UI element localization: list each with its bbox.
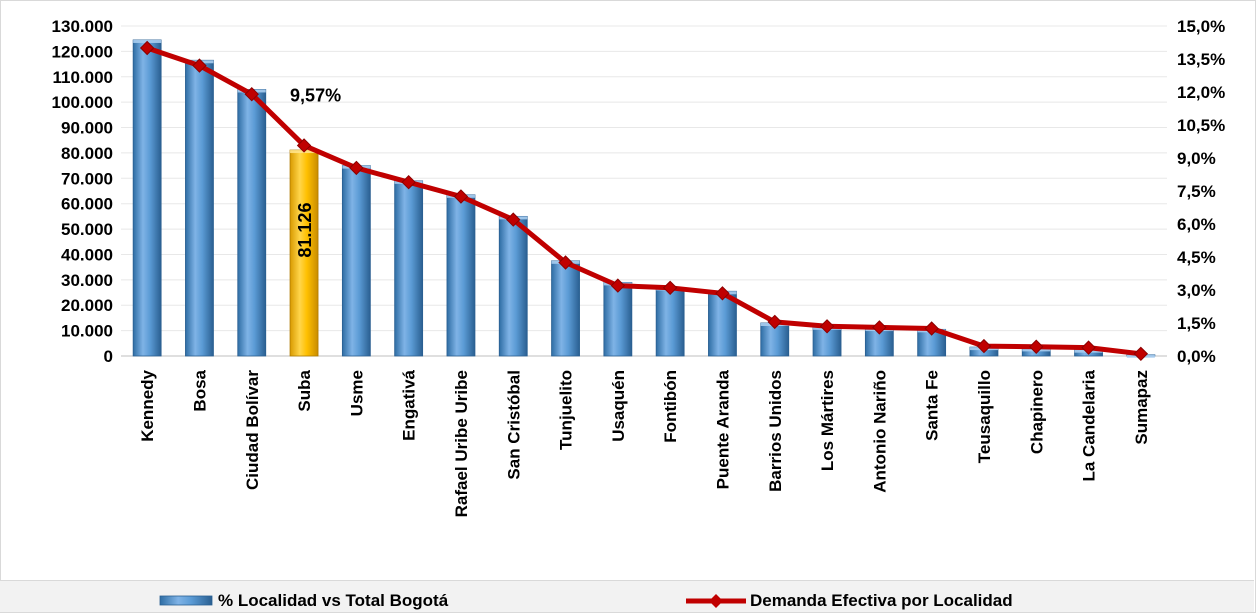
line-marker <box>1081 340 1096 355</box>
line-marker <box>924 321 939 336</box>
bar-series <box>132 39 1156 358</box>
line-marker <box>244 86 259 102</box>
bar <box>237 89 267 357</box>
right-tick-label: 4,5% <box>1177 248 1216 267</box>
line-marker <box>139 40 155 56</box>
category-label: Tunjuelito <box>557 370 576 450</box>
bar <box>341 165 371 357</box>
left-tick-label: 50.000 <box>61 220 113 239</box>
annotations: 81.126 9,57% <box>290 85 341 257</box>
bar <box>603 281 633 357</box>
line-marker <box>976 338 992 354</box>
bar-data-label: 81.126 <box>295 203 315 258</box>
line-marker <box>767 314 782 330</box>
line-marker <box>401 174 416 190</box>
category-label: La Candelaria <box>1080 369 1099 481</box>
left-tick-label: 20.000 <box>61 296 113 315</box>
line-marker <box>453 189 469 204</box>
left-tick-label: 0 <box>104 347 113 366</box>
left-tick-label: 10.000 <box>61 322 113 341</box>
line-marker <box>715 286 730 301</box>
legend-line-marker <box>709 594 723 608</box>
category-axis: Kennedy Bosa Ciudad Bolívar Suba Usme Engativ… <box>138 369 1151 517</box>
line-marker <box>872 320 887 335</box>
line-marker <box>610 278 626 293</box>
left-axis: 0 10.000 20.000 30.000 40.000 50.000 60.000 70.… <box>52 17 113 366</box>
left-tick-label: 80.000 <box>61 144 113 163</box>
right-tick-label: 9,0% <box>1177 149 1216 168</box>
category-label: Barrios Unidos <box>766 370 785 492</box>
bar <box>132 39 162 357</box>
category-label: Usme <box>347 370 366 416</box>
category-label: Santa Fe <box>923 370 942 441</box>
legend-bar-label: % Localidad vs Total Bogotá <box>218 591 449 610</box>
category-label: Usaquén <box>609 370 628 442</box>
legend-line-label: Demanda Efectiva por Localidad <box>750 591 1013 610</box>
line-data-label: 9,57% <box>290 85 341 105</box>
category-label: Suba <box>295 369 314 411</box>
bar <box>551 260 580 357</box>
bar <box>394 180 424 357</box>
category-label: San Cristóbal <box>504 370 523 480</box>
left-tick-label: 110.000 <box>52 68 113 87</box>
gridlines <box>121 25 1167 357</box>
right-tick-label: 0,0% <box>1177 347 1216 366</box>
left-tick-label: 70.000 <box>61 169 113 188</box>
right-tick-label: 15,0% <box>1177 17 1225 36</box>
right-tick-label: 12,0% <box>1177 83 1225 102</box>
line-marker <box>1029 339 1044 354</box>
line-marker <box>349 160 364 176</box>
right-tick-label: 3,0% <box>1177 281 1216 300</box>
category-label: Rafael Uribe Uribe <box>452 370 471 517</box>
line-marker <box>662 280 678 296</box>
left-tick-label: 100.000 <box>52 93 113 112</box>
legend-bar-swatch <box>159 595 213 606</box>
category-label: Chapinero <box>1027 370 1046 454</box>
category-label: Ciudad Bolívar <box>243 370 262 490</box>
category-label: Engativá <box>400 369 419 440</box>
line-marker <box>192 58 207 73</box>
line-path <box>146 45 1142 357</box>
line-marker <box>506 212 521 227</box>
line-series <box>139 40 1149 362</box>
line-marker <box>819 319 835 334</box>
right-tick-label: 1,5% <box>1177 314 1216 333</box>
right-axis: 0,0% 1,5% 3,0% 4,5% 6,0% 7,5% 9,0% 10,5% 12,0% 13… <box>1177 17 1225 366</box>
bar <box>498 215 528 357</box>
line-marker <box>296 138 312 153</box>
category-label: Kennedy <box>138 369 157 441</box>
right-tick-label: 7,5% <box>1177 182 1216 201</box>
bar <box>655 287 685 357</box>
category-label: Sumapaz <box>1132 370 1151 445</box>
line-marker <box>558 255 573 270</box>
right-tick-label: 10,5% <box>1177 116 1225 135</box>
category-label: Puente Aranda <box>713 369 732 489</box>
category-label: Antonio Nariño <box>870 370 889 493</box>
left-tick-label: 120.000 <box>52 42 113 61</box>
category-label: Fontibón <box>661 370 680 443</box>
bar <box>708 290 737 357</box>
bar <box>289 149 319 357</box>
legend: % Localidad vs Total Bogotá Demanda Efect… <box>159 591 1013 610</box>
category-label: Bosa <box>190 369 209 411</box>
line-marker <box>1133 346 1149 362</box>
left-tick-label: 30.000 <box>61 271 113 290</box>
right-tick-label: 6,0% <box>1177 215 1216 234</box>
category-label: Los Mártires <box>818 370 837 471</box>
left-tick-label: 40.000 <box>61 245 113 264</box>
bar <box>446 194 476 357</box>
category-label: Teusaquillo <box>975 370 994 463</box>
left-tick-label: 130.000 <box>52 17 113 36</box>
right-tick-label: 13,5% <box>1177 50 1225 69</box>
bar <box>185 59 214 357</box>
left-tick-label: 90.000 <box>61 119 113 138</box>
left-tick-label: 60.000 <box>61 195 113 214</box>
